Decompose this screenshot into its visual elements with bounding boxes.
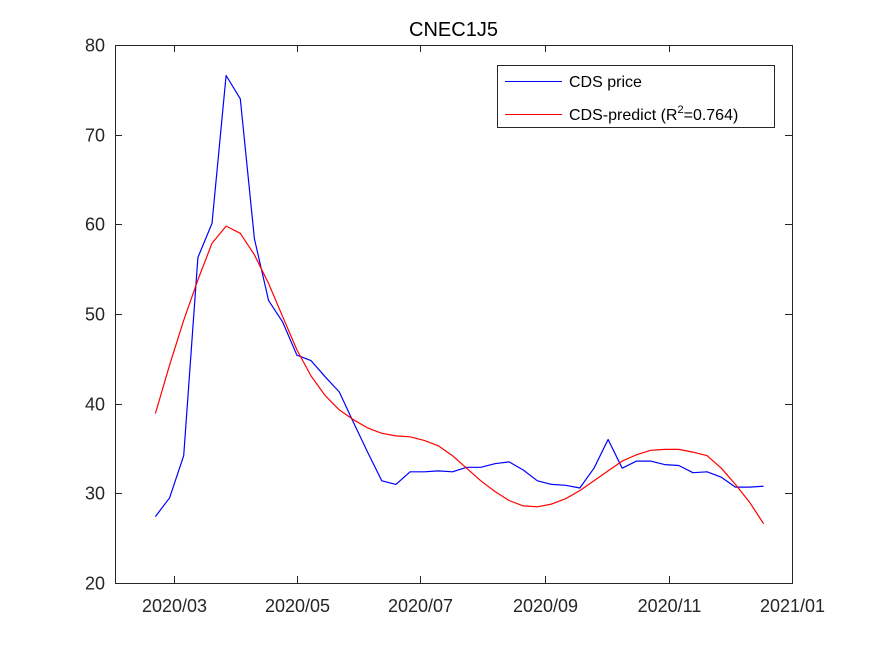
y-tick-label: 70 <box>85 126 105 146</box>
series-layer <box>154 74 765 525</box>
x-tick-label: 2020/07 <box>388 596 453 616</box>
legend-label-superscript: 2 <box>677 104 683 116</box>
y-tick-label: 80 <box>85 36 105 56</box>
series-line-cds-predict <box>154 225 765 525</box>
x-tick-label: 2020/09 <box>513 596 578 616</box>
x-tick-label: 2021/01 <box>760 596 825 616</box>
legend-label-cds-predict: CDS-predict (R2=0.764) <box>569 104 738 124</box>
x-axis: 2020/03 2020/05 2020/07 2020/09 2020/11 2021/… <box>142 45 825 616</box>
y-tick-label: 30 <box>85 484 105 504</box>
legend: CDS price CDS-predict (R2=0.764) <box>497 65 775 128</box>
y-tick-label: 20 <box>85 574 105 594</box>
plot-area <box>115 45 792 583</box>
chart-title: CNEC1J5 <box>409 19 498 41</box>
legend-label-suffix: =0.764) <box>684 107 739 124</box>
y-axis: 20 30 40 50 60 70 80 <box>85 36 792 594</box>
series-line-cds-price <box>154 74 764 517</box>
y-tick-label: 60 <box>85 215 105 235</box>
legend-box <box>497 65 775 128</box>
x-tick-label: 2020/05 <box>265 596 330 616</box>
x-tick-label: 2020/11 <box>638 596 702 616</box>
legend-label-cds-price: CDS price <box>569 74 642 91</box>
x-tick-label: 2020/03 <box>142 596 207 616</box>
y-tick-label: 50 <box>85 305 105 325</box>
y-tick-label: 40 <box>85 395 105 415</box>
legend-label-prefix: CDS-predict (R <box>569 107 677 124</box>
